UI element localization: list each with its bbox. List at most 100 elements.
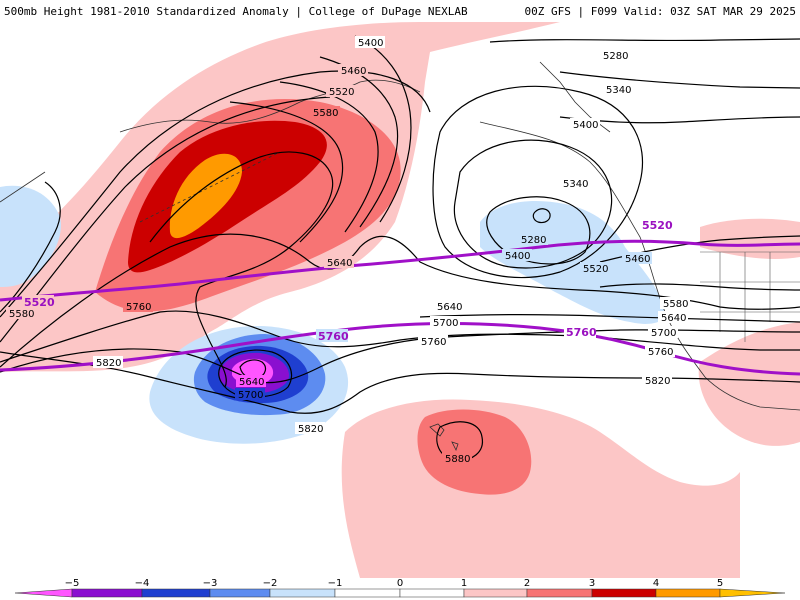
label-bg — [93, 356, 123, 368]
contour-label: 5280 — [603, 51, 628, 62]
coastline-west-coast — [479, 121, 800, 411]
label-bg — [660, 297, 690, 309]
contour-5580-west — [229, 101, 344, 243]
colorbar-arrow-left — [14, 588, 73, 598]
colorbar-tick: −2 — [263, 578, 278, 589]
contour-label: 5640 — [437, 302, 462, 313]
contour-5460-ne — [489, 38, 800, 43]
purple-contour-label: 5760 — [318, 330, 349, 343]
contour-label: 5760 — [421, 337, 446, 348]
label-bg — [603, 83, 633, 95]
contour-label: 5820 — [96, 358, 121, 369]
purple-5520-contour — [0, 239, 800, 302]
anomaly-plus1-hawaii — [341, 399, 740, 578]
map-title: 500mb Height 1981-2010 Standardized Anom… — [4, 5, 468, 18]
contour-5640-north — [149, 151, 334, 388]
colorbar: −5 −4 −3 −2 −1 0 1 2 3 4 5 — [14, 578, 786, 598]
coastline-aleutians — [139, 151, 281, 223]
anomaly-minus1-west — [0, 185, 61, 287]
label-bg — [518, 233, 548, 245]
contour-label: 5700 — [238, 390, 263, 401]
contour-5700-main — [0, 329, 800, 384]
colorbar-tick: −5 — [65, 578, 80, 589]
label-bg — [6, 307, 36, 319]
label-bg — [295, 422, 325, 434]
label-bg — [580, 262, 610, 274]
contour-label: 5520 — [329, 87, 354, 98]
label-bg — [310, 106, 340, 118]
contour-label: 5880 — [445, 454, 470, 465]
coastline-west-edge — [0, 171, 46, 203]
height-contours — [0, 35, 800, 461]
contour-label: 5580 — [9, 309, 34, 320]
label-bg — [123, 300, 153, 312]
contour-cutoff-5700 — [218, 349, 293, 398]
contour-label: 5340 — [563, 179, 588, 190]
colorbar-swatch — [269, 588, 336, 598]
label-bg — [658, 311, 688, 323]
colorbar-swatch — [463, 588, 528, 598]
contour-5880-hawaii — [436, 421, 483, 461]
coastlines — [0, 61, 800, 452]
label-bg — [430, 316, 460, 328]
contour-label: 5640 — [327, 258, 352, 269]
colorbar-swatches — [14, 588, 786, 598]
label-bg — [235, 388, 265, 400]
contour-label: 5400 — [505, 251, 530, 262]
colorbar-tick: 1 — [461, 578, 467, 589]
anomaly-plus1-nw — [700, 218, 800, 259]
purple-contour-labels: 5520 5520 5760 5760 — [22, 218, 673, 343]
label-bg — [355, 36, 385, 48]
contour-label: 5280 — [521, 235, 546, 246]
purple-contour-label: 5760 — [566, 326, 597, 339]
anomaly-plus1-coast — [698, 322, 800, 446]
contour-west-5580 — [0, 181, 61, 313]
label-bg — [316, 329, 348, 342]
header: 500mb Height 1981-2010 Standardized Anom… — [0, 0, 800, 22]
label-bg — [418, 335, 448, 347]
colorbar-swatch — [526, 588, 593, 598]
contour-label: 5640 — [661, 313, 686, 324]
label-bg — [442, 452, 472, 464]
contour-5520-west — [279, 81, 379, 233]
colorbar-swatch — [141, 588, 211, 598]
colorbar-swatch — [655, 588, 721, 598]
label-bg — [564, 325, 596, 338]
label-bg — [434, 300, 464, 312]
label-bg — [600, 49, 630, 61]
contour-label: 5580 — [313, 108, 338, 119]
contour-low-5400 — [432, 85, 644, 279]
contour-label: 5400 — [573, 120, 598, 131]
black-contour-labels: 5400 5460 5520 5580 5280 5340 5400 5340 … — [6, 36, 690, 465]
colorbar-tick: −4 — [135, 578, 150, 589]
anomaly-map: 5400 5460 5520 5580 5280 5340 5400 5340 … — [0, 22, 800, 578]
colorbar-tick: 4 — [653, 578, 659, 589]
colorbar-tick: 2 — [524, 578, 530, 589]
contour-large-ridge-2 — [0, 96, 331, 343]
contour-5640-east — [419, 314, 800, 323]
label-bg — [570, 118, 600, 130]
contour-low-core — [532, 208, 551, 224]
contour-label: 5520 — [583, 264, 608, 275]
contour-label: 5460 — [625, 254, 650, 265]
colorbar-ticks: −5 −4 −3 −2 −1 0 1 2 3 4 5 — [65, 578, 724, 589]
contour-label: 5820 — [298, 424, 323, 435]
contour-label: 5340 — [606, 85, 631, 96]
label-bg — [326, 85, 356, 97]
colorbar-swatch — [334, 588, 401, 598]
anomaly-shading — [0, 22, 800, 578]
anomaly-minus1-coast — [480, 201, 666, 324]
label-bg — [324, 256, 354, 268]
colorbar-swatch — [399, 588, 465, 598]
colorbar-swatch — [209, 588, 271, 598]
contour-5340-ne — [559, 71, 800, 89]
colorbar-tick: 5 — [717, 578, 723, 589]
anomaly-plus2-hawaii — [417, 409, 532, 495]
colorbar-tick: −1 — [328, 578, 343, 589]
colorbar-swatch — [71, 588, 143, 598]
colorbar-tick: 0 — [397, 578, 403, 589]
hawaii-islands — [429, 423, 459, 452]
contour-label: 5760 — [126, 302, 151, 313]
colorbar-arrow-right — [719, 588, 786, 598]
label-bg — [648, 326, 678, 338]
